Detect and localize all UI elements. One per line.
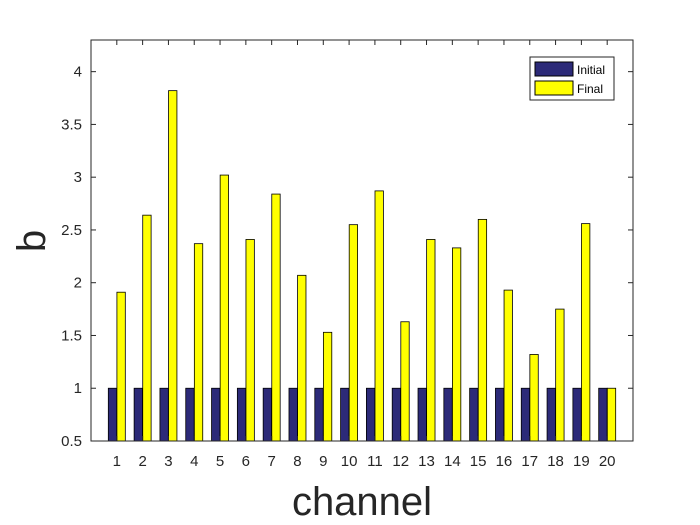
x-tick-label: 17 <box>521 453 538 470</box>
bar-initial-channel-18 <box>546 387 556 442</box>
bar-final-channel-11 <box>374 190 384 442</box>
bar-final-channel-18 <box>555 308 565 442</box>
plot-area <box>91 40 633 441</box>
bar-final-channel-4 <box>193 243 204 442</box>
y-tick-label: 0.5 <box>61 433 82 450</box>
x-tick-label: 12 <box>392 453 409 470</box>
bar-initial-channel-4 <box>185 387 195 442</box>
y-axis-label: b <box>10 230 54 252</box>
bar-final-channel-5 <box>219 174 229 442</box>
bar-initial-channel-12 <box>391 387 402 442</box>
legend-swatch-initial <box>534 61 574 77</box>
bar-final-channel-12 <box>400 321 410 442</box>
bar-final-channel-2 <box>142 214 152 442</box>
x-tick-label: 15 <box>470 453 487 470</box>
x-axis-label: channel <box>292 480 432 524</box>
bar-initial-channel-2 <box>133 387 143 442</box>
axes-frame <box>90 39 634 442</box>
bar-final-channel-7 <box>271 193 281 442</box>
bar-initial-channel-16 <box>495 387 505 442</box>
y-tick-label: 3 <box>74 169 82 186</box>
x-tick-label: 2 <box>138 453 146 470</box>
x-tick-label: 11 <box>367 453 383 470</box>
bar-initial-channel-17 <box>520 387 531 442</box>
bar-final-channel-8 <box>297 274 307 442</box>
bar-initial-channel-7 <box>262 387 272 442</box>
x-tick-label: 7 <box>267 453 275 470</box>
y-tick-label: 2.5 <box>61 222 82 239</box>
bar-final-channel-13 <box>426 239 436 442</box>
bar-initial-channel-1 <box>107 387 118 442</box>
legend: Initial Final <box>529 56 615 101</box>
x-tick-label: 13 <box>418 453 435 470</box>
x-tick-label: 5 <box>216 453 224 470</box>
legend-label-initial: Initial <box>577 63 605 77</box>
legend-label-final: Final <box>577 82 603 96</box>
y-tick-label: 2 <box>74 275 82 292</box>
x-tick-label: 9 <box>319 453 327 470</box>
bar-initial-channel-19 <box>572 387 582 442</box>
bar-initial-channel-8 <box>288 387 298 442</box>
x-tick-label: 8 <box>293 453 301 470</box>
y-tick-label: 1 <box>74 380 82 397</box>
x-tick-label: 6 <box>242 453 250 470</box>
bar-final-channel-20 <box>606 387 617 442</box>
x-tick-label: 16 <box>496 453 513 470</box>
x-tick-label: 1 <box>113 453 121 470</box>
x-tick-label: 18 <box>547 453 564 470</box>
bar-initial-channel-9 <box>314 387 324 442</box>
bar-initial-channel-20 <box>598 387 608 442</box>
x-tick-label: 10 <box>341 453 358 470</box>
bar-final-channel-1 <box>116 291 126 442</box>
bar-final-channel-19 <box>581 223 591 442</box>
bar-initial-channel-6 <box>236 387 247 442</box>
y-tick-label: 4 <box>74 64 82 81</box>
bar-initial-channel-15 <box>469 387 479 442</box>
bar-final-channel-15 <box>477 218 488 442</box>
x-tick-label: 14 <box>444 453 461 470</box>
bar-final-channel-17 <box>529 354 539 442</box>
y-tick-label: 1.5 <box>61 327 82 344</box>
bar-final-channel-14 <box>452 247 462 442</box>
bar-final-channel-3 <box>168 90 178 442</box>
tick-labels-layer: 1 2 3 4 5 6 7 8 9 10 11 12 13 14 15 16 17 18 19 200.511.522… <box>61 64 615 470</box>
bar-initial-channel-14 <box>443 387 453 442</box>
x-tick-label: 19 <box>573 453 590 470</box>
bar-initial-channel-13 <box>417 387 427 442</box>
x-tick-label: 4 <box>190 453 198 470</box>
y-tick-label: 3.5 <box>61 116 82 133</box>
bar-initial-channel-11 <box>365 387 376 442</box>
bar-final-channel-9 <box>322 331 333 442</box>
x-tick-label: 3 <box>164 453 172 470</box>
ticks-layer <box>91 40 633 442</box>
bar-initial-channel-10 <box>340 387 350 442</box>
bar-final-channel-6 <box>245 239 255 442</box>
bar-initial-channel-5 <box>211 387 221 442</box>
legend-swatch-final <box>534 80 574 96</box>
bar-initial-channel-3 <box>159 387 169 442</box>
bar-final-channel-10 <box>348 224 359 442</box>
bar-final-channel-16 <box>503 289 513 442</box>
x-tick-label: 20 <box>599 453 616 470</box>
